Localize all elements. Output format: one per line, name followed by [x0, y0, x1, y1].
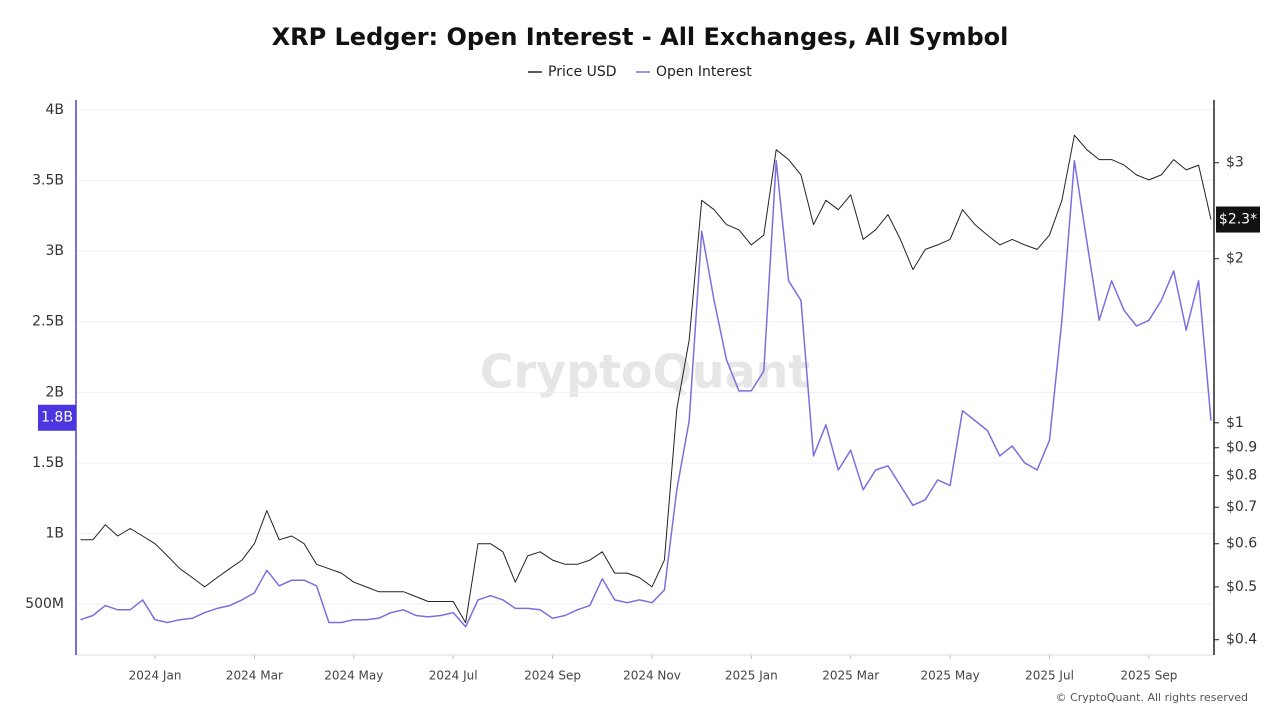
y2-tick-label: $1: [1226, 415, 1244, 431]
series-line: [80, 159, 1212, 628]
y2-tick-label: $0.5: [1226, 579, 1257, 595]
x-tick-label: 2024 Sep: [524, 669, 581, 683]
y-tick-label: 3.5B: [32, 172, 64, 188]
end-badge-label: $2.3*: [1219, 212, 1257, 228]
x-tick-label: 2024 Jul: [429, 669, 478, 683]
legend-label: Price USD: [548, 64, 617, 80]
x-tick-label: 2025 Mar: [822, 669, 879, 683]
y2-tick-label: $0.8: [1226, 468, 1257, 484]
y2-tick-label: $0.9: [1226, 440, 1257, 456]
legend-label: Open Interest: [656, 64, 752, 80]
y2-tick-label: $0.4: [1226, 632, 1257, 648]
series-line: [80, 134, 1212, 624]
y-tick-label: 2.5B: [32, 314, 64, 330]
x-tick-label: 2025 Jan: [725, 669, 778, 683]
y-tick-label: 500M: [25, 596, 64, 612]
x-tick-label: 2024 Jan: [129, 669, 182, 683]
x-tick-label: 2024 May: [324, 669, 383, 683]
x-tick-label: 2025 May: [921, 669, 980, 683]
y-tick-label: 1B: [45, 526, 64, 542]
y-tick-label: 3B: [45, 243, 64, 259]
y-tick-label: 2B: [45, 384, 64, 400]
y2-tick-label: $2: [1226, 251, 1244, 267]
x-tick-label: 2025 Jul: [1025, 669, 1074, 683]
x-tick-label: 2024 Mar: [226, 669, 283, 683]
y2-tick-label: $0.6: [1226, 536, 1257, 552]
chart-title: XRP Ledger: Open Interest - All Exchange…: [272, 23, 1009, 51]
y2-tick-label: $3: [1226, 155, 1244, 171]
footer: © CryptoQuant. All rights reserved: [1056, 691, 1248, 704]
x-tick-label: 2025 Sep: [1120, 669, 1177, 683]
end-badge-label: 1.8B: [41, 410, 73, 426]
x-tick-label: 2024 Nov: [623, 669, 681, 683]
end-badge: [38, 404, 76, 431]
y-tick-label: 1.5B: [32, 455, 64, 471]
watermark: CryptoQuant: [480, 345, 811, 399]
y2-tick-label: $0.7: [1226, 499, 1257, 515]
y-tick-label: 4B: [45, 102, 64, 118]
end-badge: [1216, 206, 1260, 233]
